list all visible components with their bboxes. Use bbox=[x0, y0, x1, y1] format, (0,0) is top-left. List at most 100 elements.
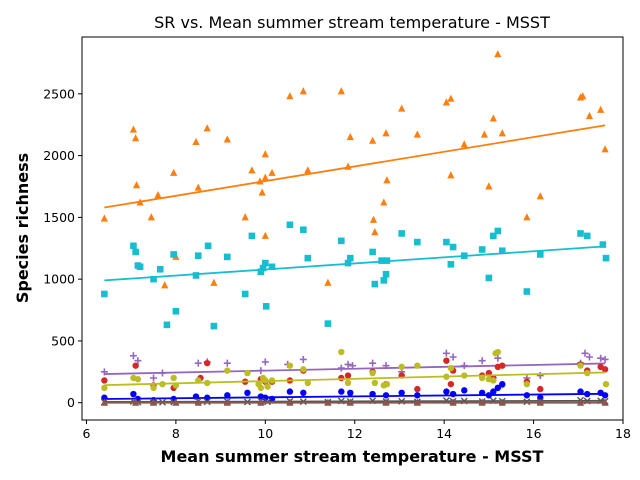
data-point-circle bbox=[132, 362, 139, 369]
data-point-triangle bbox=[536, 192, 544, 200]
data-point-plus bbox=[478, 357, 486, 365]
data-point-square bbox=[194, 252, 202, 259]
data-point-square bbox=[132, 248, 139, 256]
data-point-circle bbox=[443, 357, 450, 364]
data-point-square bbox=[136, 263, 144, 271]
data-point-plus bbox=[261, 358, 269, 366]
data-point-triangle bbox=[398, 104, 406, 112]
data-point-square bbox=[248, 232, 256, 240]
data-point-square bbox=[599, 241, 607, 248]
data-point-triangle bbox=[268, 168, 276, 176]
data-point-triangle bbox=[261, 231, 269, 239]
data-point-square bbox=[536, 251, 544, 258]
data-point-triangle bbox=[337, 87, 345, 95]
data-point-triangle bbox=[132, 134, 140, 142]
data-point-square bbox=[150, 275, 157, 283]
data-point-square bbox=[156, 265, 164, 273]
data-point-square bbox=[443, 238, 450, 246]
data-point-triangle bbox=[382, 129, 390, 137]
data-point-square bbox=[346, 254, 354, 262]
data-point-triangle bbox=[192, 137, 200, 146]
plot-area bbox=[100, 50, 610, 406]
data-point-circle bbox=[499, 362, 506, 369]
data-point-triangle bbox=[597, 105, 605, 113]
data-point-triangle bbox=[248, 166, 256, 174]
data-point-triangle bbox=[585, 111, 594, 120]
data-point-square bbox=[259, 264, 267, 272]
series-trend-line bbox=[104, 362, 606, 375]
x-tick-label: 12 bbox=[347, 426, 363, 441]
data-point-circle bbox=[494, 348, 502, 356]
x-tick-label: 16 bbox=[526, 426, 542, 441]
data-point-square bbox=[172, 307, 180, 315]
data-point-triangle bbox=[258, 188, 266, 196]
data-point-square bbox=[498, 247, 506, 255]
y-tick-label: 500 bbox=[51, 333, 75, 348]
data-point-square bbox=[523, 288, 531, 295]
data-point-circle bbox=[300, 389, 307, 397]
y-tick-label: 1000 bbox=[43, 272, 75, 287]
data-point-square bbox=[300, 226, 307, 234]
data-point-triangle bbox=[304, 166, 312, 174]
data-point-square bbox=[490, 232, 497, 240]
data-point-circle bbox=[224, 367, 231, 374]
series-5 bbox=[101, 380, 609, 404]
data-point-plus bbox=[100, 368, 108, 376]
data-point-circle bbox=[443, 388, 450, 395]
data-point-triangle bbox=[261, 173, 269, 181]
data-point-square bbox=[447, 261, 455, 268]
data-point-triangle bbox=[380, 198, 388, 206]
x-tick-label: 10 bbox=[257, 426, 273, 441]
data-point-circle bbox=[244, 389, 251, 397]
data-point-triangle bbox=[442, 98, 450, 106]
data-point-plus bbox=[494, 354, 502, 362]
data-point-square bbox=[257, 268, 265, 276]
data-point-square bbox=[414, 238, 421, 246]
data-point-triangle bbox=[447, 94, 455, 102]
data-point-circle bbox=[461, 387, 468, 394]
data-point-triangle bbox=[241, 213, 249, 221]
data-point-triangle bbox=[132, 181, 141, 189]
data-point-triangle bbox=[489, 114, 497, 122]
data-point-triangle bbox=[100, 214, 108, 222]
data-point-triangle bbox=[480, 130, 488, 138]
data-point-triangle bbox=[369, 136, 377, 144]
data-point-circle bbox=[134, 376, 142, 383]
x-tick-label: 18 bbox=[615, 426, 631, 441]
data-point-circle bbox=[338, 374, 345, 382]
data-point-circle bbox=[414, 362, 421, 369]
data-point-plus bbox=[223, 359, 231, 367]
data-point-triangle bbox=[485, 182, 493, 190]
data-point-triangle bbox=[346, 132, 354, 141]
data-point-circle bbox=[286, 362, 294, 369]
data-point-plus bbox=[369, 359, 377, 367]
data-point-square bbox=[286, 221, 294, 229]
y-tick-label: 0 bbox=[67, 395, 75, 410]
data-point-square bbox=[382, 270, 390, 278]
data-point-triangle bbox=[210, 278, 218, 286]
data-point-square bbox=[583, 232, 591, 240]
series-trend-line bbox=[104, 392, 606, 400]
data-point-triangle bbox=[523, 213, 531, 221]
data-point-square bbox=[478, 246, 486, 253]
x-tick-label: 6 bbox=[82, 426, 90, 441]
data-point-circle bbox=[347, 389, 354, 397]
data-point-circle bbox=[244, 369, 251, 377]
series-1 bbox=[101, 221, 610, 330]
data-point-plus bbox=[134, 357, 142, 365]
data-point-square bbox=[130, 242, 137, 250]
data-point-circle bbox=[150, 384, 157, 392]
data-point-circle bbox=[300, 366, 307, 373]
data-point-square bbox=[449, 243, 457, 251]
y-tick-label: 2000 bbox=[43, 148, 75, 163]
data-point-square bbox=[338, 237, 345, 245]
data-point-square bbox=[398, 230, 405, 237]
data-point-square bbox=[241, 290, 249, 298]
data-point-circle bbox=[344, 379, 352, 387]
data-point-square bbox=[163, 321, 171, 329]
data-point-plus bbox=[194, 359, 202, 367]
data-point-circle bbox=[577, 362, 584, 369]
data-point-square bbox=[304, 254, 312, 262]
data-point-circle bbox=[344, 372, 352, 379]
data-point-triangle bbox=[447, 171, 455, 179]
